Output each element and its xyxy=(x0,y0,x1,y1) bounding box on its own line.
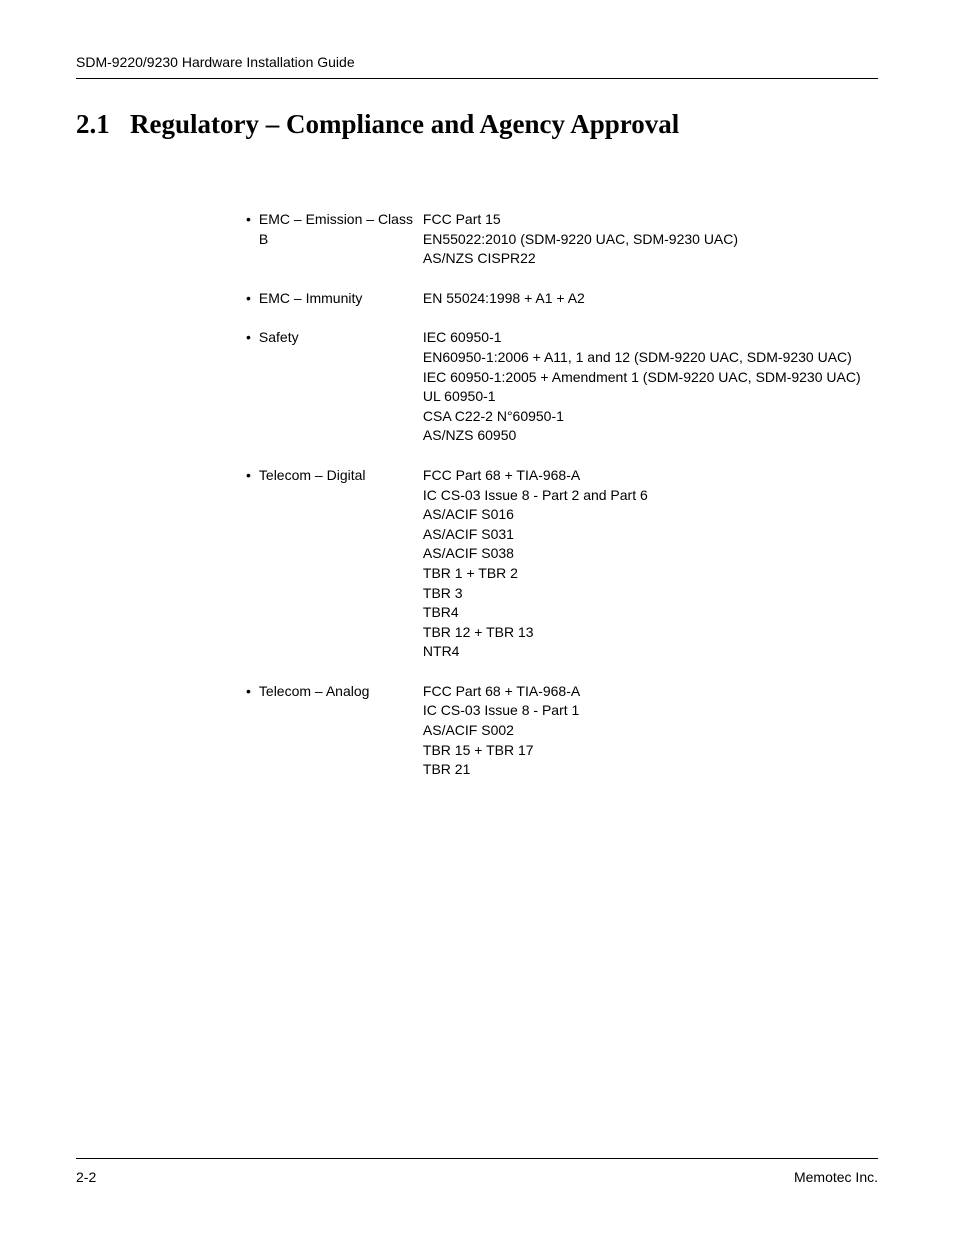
compliance-detail-line: AS/ACIF S038 xyxy=(423,544,878,564)
compliance-detail-line: EN60950-1:2006 + A11, 1 and 12 (SDM-9220… xyxy=(423,348,878,368)
compliance-category: EMC – Immunity xyxy=(259,289,423,309)
compliance-detail-line: TBR 12 + TBR 13 xyxy=(423,623,878,643)
compliance-detail-line: IEC 60950-1 xyxy=(423,328,878,348)
compliance-row: • Telecom – AnalogFCC Part 68 + TIA-968-A… xyxy=(246,682,878,780)
compliance-row: • EMC – Emission – Class BFCC Part 15EN55… xyxy=(246,210,878,269)
bullet-icon: • xyxy=(246,210,251,230)
compliance-row: • EMC – ImmunityEN 55024:1998 + A1 + A2 xyxy=(246,289,878,309)
compliance-detail-line: NTR4 xyxy=(423,642,878,662)
compliance-detail-line: AS/ACIF S016 xyxy=(423,505,878,525)
compliance-detail-line: TBR 15 + TBR 17 xyxy=(423,741,878,761)
document-header-title: SDM-9220/9230 Hardware Installation Guid… xyxy=(76,54,878,70)
bullet-icon: • xyxy=(246,682,251,702)
compliance-detail-line: EN 55024:1998 + A1 + A2 xyxy=(423,289,878,309)
compliance-detail-line: AS/ACIF S002 xyxy=(423,721,878,741)
compliance-detail-line: TBR 21 xyxy=(423,760,878,780)
compliance-row: • SafetyIEC 60950-1EN60950-1:2006 + A11, … xyxy=(246,328,878,446)
bullet-icon: • xyxy=(246,289,251,309)
compliance-detail-line: FCC Part 68 + TIA-968-A xyxy=(423,682,878,702)
footer-divider xyxy=(76,1158,878,1159)
section-heading: 2.1 Regulatory – Compliance and Agency A… xyxy=(76,109,878,140)
compliance-detail-line: TBR 3 xyxy=(423,584,878,604)
compliance-detail-line: IEC 60950-1:2005 + Amendment 1 (SDM-9220… xyxy=(423,368,878,388)
compliance-detail-line: IC CS-03 Issue 8 - Part 2 and Part 6 xyxy=(423,486,878,506)
compliance-detail-line: IC CS-03 Issue 8 - Part 1 xyxy=(423,701,878,721)
compliance-details: EN 55024:1998 + A1 + A2 xyxy=(423,289,878,309)
compliance-detail-line: FCC Part 15 xyxy=(423,210,878,230)
compliance-detail-line: UL 60950-1 xyxy=(423,387,878,407)
compliance-category: Telecom – Analog xyxy=(259,682,423,702)
compliance-detail-line: TBR 1 + TBR 2 xyxy=(423,564,878,584)
compliance-details: FCC Part 68 + TIA-968-AIC CS-03 Issue 8 … xyxy=(423,466,878,662)
bullet-icon: • xyxy=(246,466,251,486)
page-footer: 2-2 Memotec Inc. xyxy=(76,1158,878,1185)
compliance-category: Safety xyxy=(259,328,423,348)
compliance-category: EMC – Emission – Class B xyxy=(259,210,423,249)
page-number: 2-2 xyxy=(76,1169,96,1185)
section-number: 2.1 xyxy=(76,109,110,139)
compliance-details: FCC Part 68 + TIA-968-AIC CS-03 Issue 8 … xyxy=(423,682,878,780)
compliance-category: Telecom – Digital xyxy=(259,466,423,486)
compliance-row: • Telecom – DigitalFCC Part 68 + TIA-968-… xyxy=(246,466,878,662)
compliance-detail-line: AS/NZS 60950 xyxy=(423,426,878,446)
compliance-list: • EMC – Emission – Class BFCC Part 15EN55… xyxy=(76,210,878,780)
bullet-icon: • xyxy=(246,328,251,348)
compliance-detail-line: CSA C22-2 N°60950-1 xyxy=(423,407,878,427)
compliance-details: IEC 60950-1EN60950-1:2006 + A11, 1 and 1… xyxy=(423,328,878,446)
header-divider xyxy=(76,78,878,79)
footer-content: 2-2 Memotec Inc. xyxy=(76,1169,878,1185)
compliance-detail-line: EN55022:2010 (SDM-9220 UAC, SDM-9230 UAC… xyxy=(423,230,878,250)
compliance-detail-line: FCC Part 68 + TIA-968-A xyxy=(423,466,878,486)
section-title-text: Regulatory – Compliance and Agency Appro… xyxy=(130,109,679,139)
compliance-details: FCC Part 15EN55022:2010 (SDM-9220 UAC, S… xyxy=(423,210,878,269)
compliance-detail-line: AS/ACIF S031 xyxy=(423,525,878,545)
company-name: Memotec Inc. xyxy=(794,1169,878,1185)
compliance-detail-line: TBR4 xyxy=(423,603,878,623)
compliance-detail-line: AS/NZS CISPR22 xyxy=(423,249,878,269)
